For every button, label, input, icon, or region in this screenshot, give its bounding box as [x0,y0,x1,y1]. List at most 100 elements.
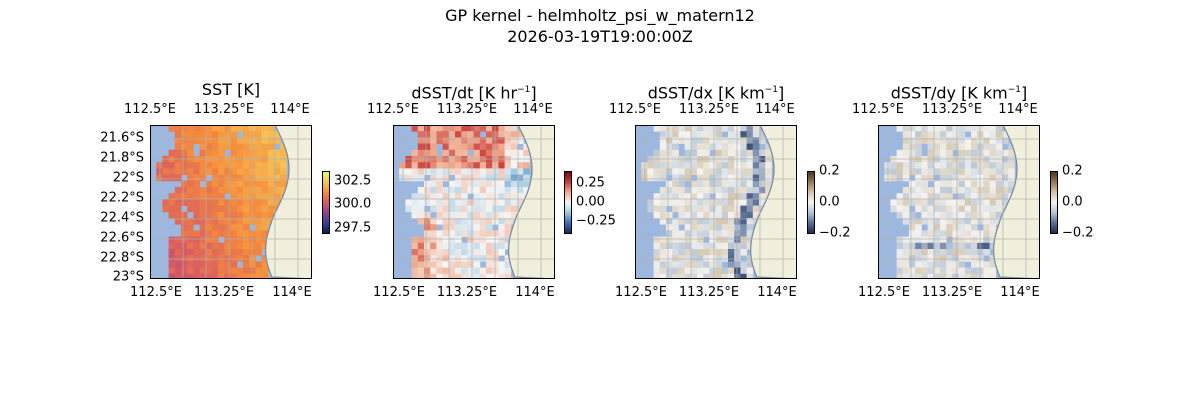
data-cell [915,199,922,206]
data-cell [709,137,716,144]
data-cell [759,162,766,169]
lon-tick-bottom-3: 114°E [515,285,555,300]
data-cell [977,137,984,144]
data-cell [243,205,250,213]
dsst-dy-colorbar [1050,171,1058,234]
data-cell [181,267,188,275]
data-cell [212,125,219,132]
data-cell [473,180,481,188]
data-cell [734,273,741,279]
data-cell [752,149,760,157]
data-cell [205,211,213,219]
data-cell [467,187,474,194]
data-cell [921,180,928,188]
data-cell [492,125,499,132]
data-cell [267,211,275,219]
data-cell [909,249,916,256]
data-cell [740,174,747,182]
data-cell [479,137,487,144]
data-cell [690,193,698,200]
data-cell [684,199,692,206]
data-cell [659,242,667,250]
map-frame [150,125,312,279]
data-cell [267,137,275,144]
data-cell [995,143,1003,151]
data-cell [255,224,262,231]
data-cell [915,273,922,279]
data-cell [492,267,499,275]
data-cell [958,149,966,157]
data-cell [909,199,916,206]
data-cell [958,187,966,194]
lon-tick-top-1: 112.5°E [852,102,904,117]
data-cell [740,180,747,188]
data-cell [424,143,431,151]
data-cell [728,242,735,250]
data-cell [958,261,966,268]
data-cell [199,255,207,262]
data-cell [461,224,468,231]
data-cell [902,211,910,219]
data-cell [417,218,425,225]
data-cell [498,242,505,250]
data-cell [399,174,406,182]
data-cell [448,211,456,219]
data-cell [940,273,947,279]
data-cell [672,168,679,175]
panel-title-dsst-dy: dSST/dy [K km−1] [890,83,1028,103]
data-cell [964,180,972,188]
data-cell [921,193,928,200]
data-cell [983,230,990,237]
data-cell [909,137,916,144]
data-cell [659,131,667,138]
data-cell [411,168,419,175]
data-cell [486,218,493,225]
data-cell [224,267,231,275]
data-cell [274,193,281,200]
data-cell [243,230,250,237]
data-cell [486,242,493,250]
data-cell [697,261,704,268]
data-cell [946,143,953,151]
data-cell [902,236,910,244]
data-cell [212,137,219,144]
data-cell [728,199,735,206]
data-cell [734,187,741,194]
data-cell [728,230,735,237]
data-cell [752,180,760,188]
data-cell [672,205,679,213]
data-cell [455,199,462,206]
data-cell [921,125,928,132]
data-cell [205,273,213,279]
data-cell [746,205,754,213]
data-cell [940,230,947,237]
graticule [635,125,797,279]
data-cell [678,242,685,250]
data-cell [958,236,966,244]
data-cell [187,255,194,262]
data-cell [896,205,904,213]
data-cell [977,249,984,256]
data-cell [236,180,244,188]
lat-tick-2: 21.8°S [100,150,144,166]
data-cell [504,162,512,169]
lat-tick-6: 22.6°S [100,230,144,246]
data-cell [448,261,456,268]
data-cell [461,137,468,144]
data-cell [187,193,194,200]
data-cell [417,199,425,206]
data-cell [187,162,194,169]
data-cell [1002,199,1009,206]
data-cell [230,143,238,151]
data-cell [243,242,250,250]
data-cell [492,187,499,194]
data-cell [890,205,897,213]
colorbar-tick-label: 297.5 [334,220,372,236]
data-cell [455,255,462,262]
data-cell [193,180,200,188]
data-cell [243,187,250,194]
data-cell [971,193,978,200]
data-cell [486,193,493,200]
data-cell [504,242,512,250]
data-cell [728,224,735,231]
